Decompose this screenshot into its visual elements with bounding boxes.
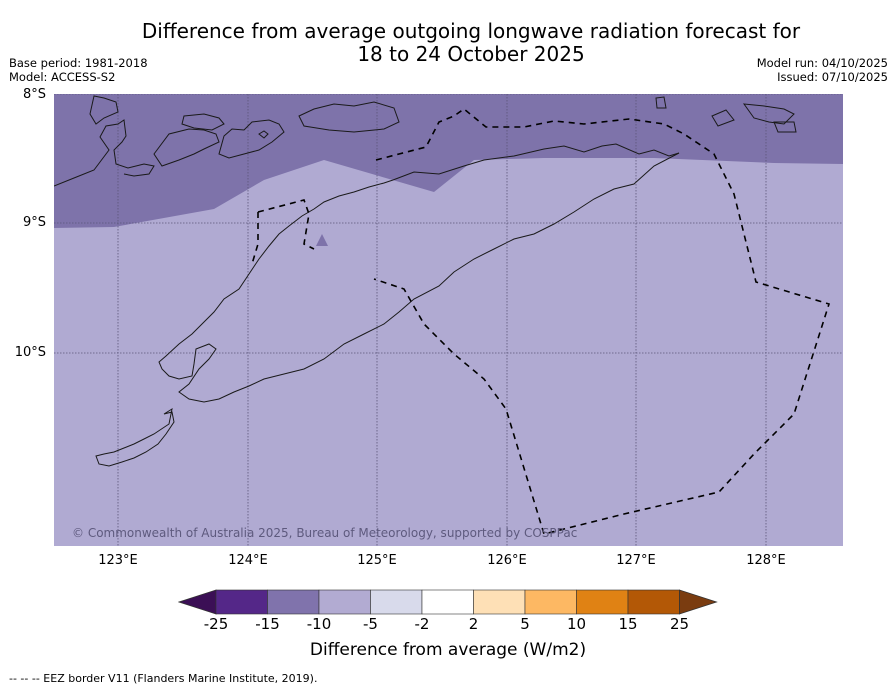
colorbar-tick-label: 10 [566,615,587,633]
eez-footnote: -- -- -- EEZ border V11 (Flanders Marine… [9,672,318,685]
colorbar-tick-label: -15 [255,615,280,633]
eez-border-north [373,107,831,535]
meta-left: Base period: 1981-2018 Model: ACCESS-S2 [9,56,148,84]
colorbar-over-arrow [679,589,718,615]
coast-solor [181,113,225,131]
colorbar-segment [267,589,320,615]
colorbar-segment [215,589,268,615]
colorbar-tick-label: -25 [203,615,229,633]
coast-islands-east-3 [742,103,795,125]
lon-label-125e: 125°E [357,553,397,568]
lon-label-123e: 123°E [98,553,138,568]
coast-island-small [258,130,269,139]
colorbar-segment [318,589,371,615]
colorbar-under-arrow [178,589,217,615]
coast-islands-east-2 [711,109,735,127]
coast-wetar [298,101,400,133]
coast-alor-lembata [218,119,285,159]
chart-title: Difference from average outgoing longwav… [100,20,842,66]
colorbar-tick-label: -2 [414,615,430,633]
eez-border [251,107,831,535]
colorbar-label: Difference from average (W/m2) [309,640,587,660]
colorbar-segment [421,589,474,615]
lon-label-127e: 127°E [616,553,656,568]
base-period: Base period: 1981-2018 [9,56,148,70]
anomaly-band-north [54,94,843,228]
title-line-2: 18 to 24 October 2025 [357,42,585,66]
issued-date: Issued: 07/10/2025 [777,70,888,84]
colorbar-segment [370,589,423,615]
colorbar-segment [473,589,526,615]
title-line-1: Difference from average outgoing longwav… [141,19,801,43]
lon-label-124e: 124°E [228,553,268,568]
lon-label-128e: 128°E [746,553,786,568]
coast-island-1 [89,95,119,125]
coast-islands-east-4 [773,121,797,133]
small-anomaly-patch [316,234,328,246]
eez-border-oecusse [251,199,315,265]
colorbar-tick-label: -5 [363,615,378,633]
coast-timor-north [392,143,680,181]
colorbar-tick-label: -10 [306,615,332,633]
map-panel[interactable] [54,94,843,546]
coast-timor-south [158,152,680,403]
coast-islands-east-1 [655,96,667,109]
coast-flores-west [54,119,155,187]
coastlines [54,95,797,467]
model-run: Model run: 04/10/2025 [756,56,888,70]
graticule [54,94,843,546]
lat-label-8s: 8°S [22,87,46,102]
colorbar-segment [524,589,577,615]
coast-flores-east [153,128,220,167]
colorbar [178,589,718,615]
colorbar-tick-label: 25 [669,615,690,633]
colorbar-tick-label: 2 [468,615,479,633]
lat-label-9s: 9°S [22,215,46,230]
colorbar-segment [627,589,680,615]
copyright-notice: © Commonwealth of Australia 2025, Bureau… [72,526,578,540]
colorbar-tick-label: 5 [520,615,530,633]
colorbar-segment [576,589,629,615]
meta-right: Model run: 04/10/2025 Issued: 07/10/2025 [757,56,888,84]
colorbar-tick-label: 15 [618,615,638,633]
coast-rote-savu [95,407,175,467]
model-name: Model: ACCESS-S2 [9,70,116,84]
lat-label-10s: 10°S [14,345,46,360]
lon-label-126e: 126°E [487,553,527,568]
